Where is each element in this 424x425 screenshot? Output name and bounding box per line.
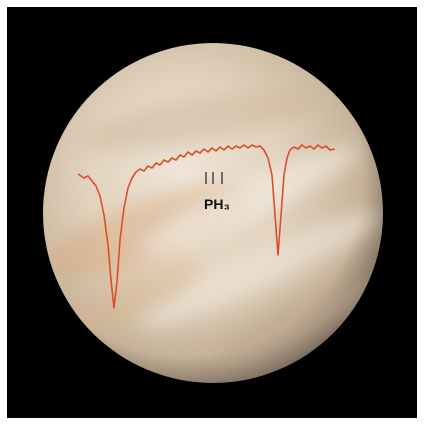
molecule-label: PH₃ [204, 196, 230, 212]
page: PH₃ (() => { const data = JSON.parse(doc… [0, 0, 424, 425]
venus-image: PH₃ [0, 0, 424, 425]
